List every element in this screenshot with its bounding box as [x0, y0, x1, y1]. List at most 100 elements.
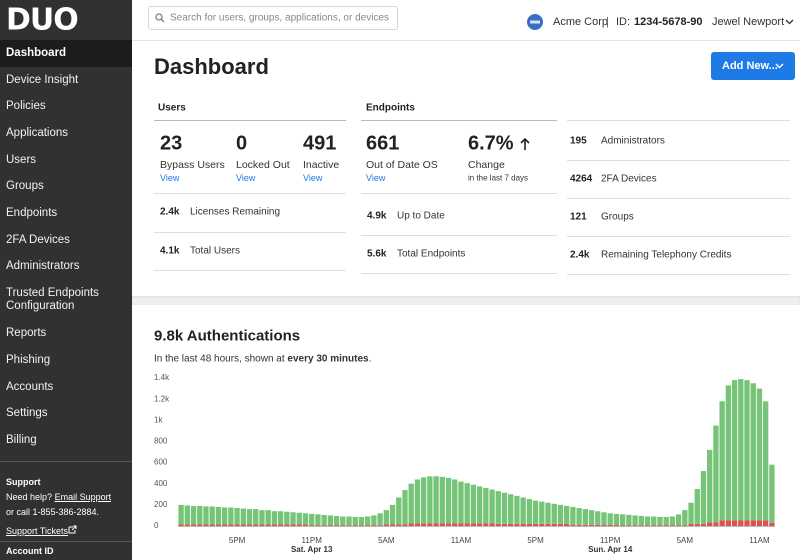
bar: [346, 525, 352, 526]
bar: [495, 491, 501, 524]
nav-item[interactable]: Phishing: [6, 353, 51, 366]
row-value: 4.9k: [367, 210, 387, 222]
bar: [340, 525, 346, 526]
bar: [315, 514, 321, 526]
bar: [763, 520, 769, 526]
nav-item[interactable]: Device Insight: [6, 73, 79, 86]
bar: [377, 525, 383, 526]
bar: [688, 502, 694, 524]
bar: [613, 513, 620, 525]
bar: [675, 514, 682, 526]
add-button[interactable]: Add New...: [711, 52, 795, 80]
bar: [738, 379, 744, 521]
nav-item[interactable]: Dashboard: [0, 40, 132, 67]
support-help: Need help? Email Support: [6, 492, 111, 502]
user-name[interactable]: Jewel Newport: [712, 16, 785, 28]
bar: [439, 523, 445, 526]
bar: [371, 525, 377, 526]
nav-item[interactable]: Trusted Endpoints Configuration: [6, 287, 99, 313]
bar: [657, 517, 663, 526]
logo: DUO: [6, 2, 79, 38]
bar: [638, 515, 644, 526]
bar: [458, 481, 464, 524]
bar: [277, 524, 284, 526]
nav-item[interactable]: Billing: [6, 433, 37, 446]
nav-item[interactable]: Policies: [6, 100, 46, 113]
bar: [253, 509, 259, 525]
nav-item[interactable]: Endpoints: [6, 207, 58, 220]
account-id: Account ID: [6, 546, 54, 556]
row-rule: [567, 160, 790, 161]
bar: [215, 524, 222, 526]
nav-item[interactable]: Administrators: [6, 260, 80, 273]
row-value: 5.6k: [367, 248, 387, 260]
y-tick-label: 1.2k: [154, 394, 170, 403]
bar: [352, 517, 358, 526]
bar: [246, 524, 253, 526]
bar: [694, 489, 700, 524]
bar: [408, 483, 414, 524]
bar: [458, 523, 464, 526]
stat-link[interactable]: View: [160, 173, 180, 183]
nav-item[interactable]: Applications: [6, 126, 69, 139]
bar: [221, 507, 228, 525]
bar: [731, 520, 738, 526]
y-tick-label: 600: [154, 458, 168, 467]
bar: [551, 503, 557, 524]
stat-value: 491: [303, 132, 337, 155]
bar: [564, 505, 570, 524]
bar: [246, 509, 253, 525]
bar: [190, 524, 197, 526]
row-value: 4.1k: [160, 245, 180, 257]
bar: [557, 504, 564, 524]
bar: [514, 495, 520, 524]
nav-item[interactable]: Reports: [6, 327, 47, 340]
bar: [489, 489, 495, 524]
y-tick-label: 800: [154, 437, 168, 446]
nav-item[interactable]: Users: [6, 153, 37, 166]
nav-item[interactable]: Accounts: [6, 380, 54, 393]
stat-link[interactable]: View: [366, 173, 386, 183]
support-tickets[interactable]: Support Tickets: [6, 526, 69, 536]
bar: [731, 380, 738, 521]
section-band: [132, 296, 800, 305]
nav-item[interactable]: Settings: [6, 407, 48, 420]
bar: [651, 525, 657, 526]
bar: [657, 525, 663, 526]
bar: [234, 524, 240, 526]
search-box[interactable]: [148, 6, 398, 30]
row-label: Administrators: [601, 135, 665, 147]
bar: [744, 520, 750, 526]
row-label: Licenses Remaining: [190, 206, 281, 218]
bar: [240, 524, 246, 526]
bar: [582, 524, 588, 526]
bar: [545, 523, 551, 526]
stat-link[interactable]: View: [236, 173, 256, 183]
bar: [333, 515, 340, 526]
bar: [209, 524, 215, 526]
bar: [203, 524, 209, 526]
row-value: 195: [570, 135, 587, 147]
bar: [626, 525, 632, 526]
email-link[interactable]: Email Support: [54, 492, 112, 502]
y-tick-label: 1.4k: [154, 373, 170, 382]
stat-label: Inactive: [303, 159, 340, 171]
bar: [470, 523, 477, 526]
stat-link[interactable]: View: [303, 173, 323, 183]
stat-value: 23: [160, 132, 183, 155]
bar: [725, 520, 732, 526]
nav-item[interactable]: Groups: [6, 180, 44, 193]
bar: [408, 523, 414, 526]
bar: [215, 506, 222, 525]
user-caret: [785, 19, 794, 25]
nav-item[interactable]: 2FA Devices: [6, 233, 70, 246]
x-tick-label: 11AM: [749, 536, 770, 545]
x-tick-label: 5AM: [677, 536, 694, 545]
y-tick-label: 200: [154, 500, 168, 509]
add-caret: [775, 63, 784, 69]
bar: [539, 523, 545, 526]
bar: [452, 523, 458, 526]
bar: [483, 487, 489, 524]
bar: [682, 525, 688, 526]
separator: |: [606, 16, 609, 28]
